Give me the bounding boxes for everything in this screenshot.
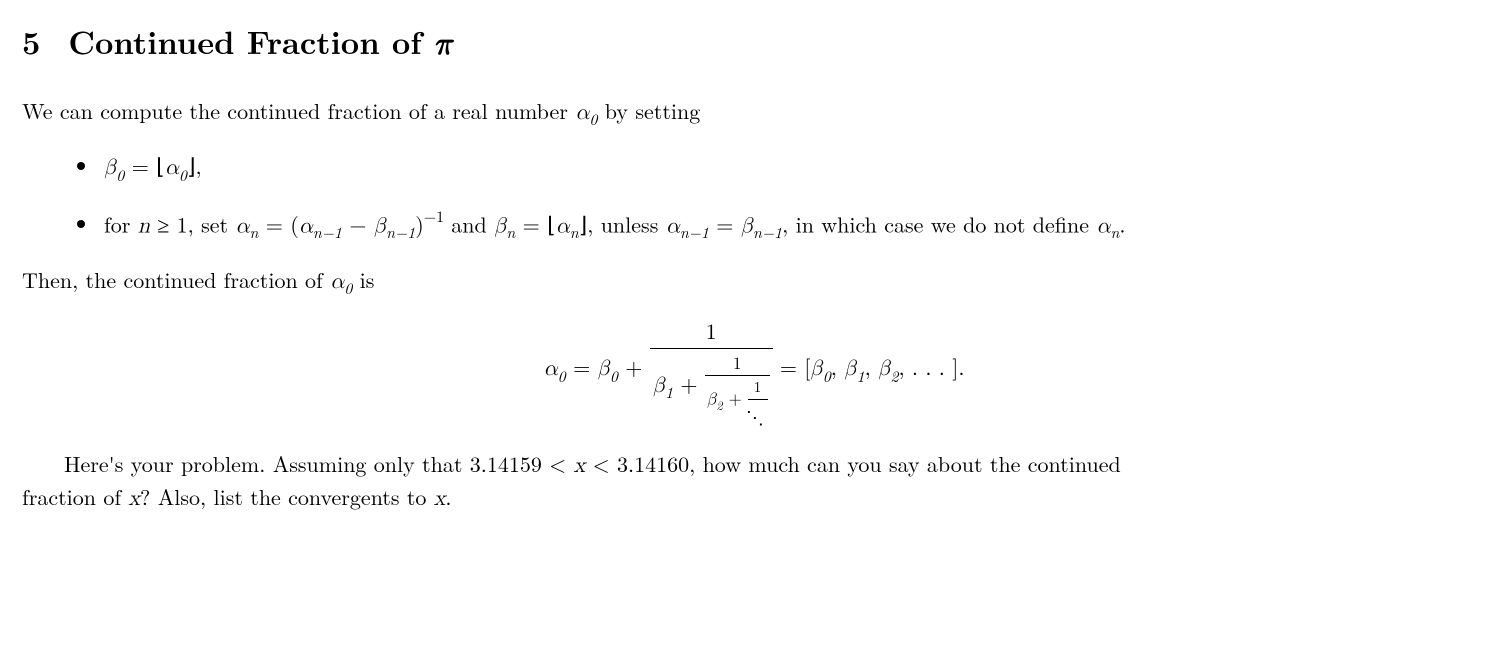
eq-lhs-alpha-sub: 0: [558, 364, 566, 387]
b2-alpha-n3-sub: n: [1110, 220, 1119, 243]
bullet-recursion: for n ≥ 1, set αn = (αn−1 − βn−1)−1 and …: [100, 207, 1486, 243]
then-alpha-sub: 0: [344, 276, 352, 299]
then-prefix: Then, the continued fraction of: [22, 264, 330, 295]
eq-lhs-alpha: α: [544, 358, 558, 380]
section-title-pi: π: [434, 29, 453, 61]
eq-plus: +: [618, 351, 650, 382]
eq-den1: β1 + 1 β2 + 1 ⋱: [650, 349, 773, 425]
eq-beta0-sub: 0: [610, 364, 618, 387]
b2-minus: −: [342, 208, 374, 239]
b2-close-paren: ): [415, 208, 424, 239]
b2-beta-nm1b: β: [741, 215, 753, 237]
b2-alpha-nm1-sub: n−1: [313, 220, 342, 243]
eq-beta2-sub: 2: [716, 396, 722, 414]
problem-line1c: ? Also, list the convergents to: [140, 481, 434, 512]
b2-eq1: = (: [258, 208, 298, 239]
problem-x1: x: [574, 455, 586, 477]
eq-c1: ,: [831, 351, 844, 382]
eq-eq: =: [566, 351, 598, 382]
eq-frac-1: 1 β1 + 1 β2 + 1 ⋱: [650, 316, 773, 424]
b1-close: ⌋,: [187, 150, 202, 181]
eq-beta1-sub: 1: [665, 380, 673, 403]
eq-c3: , . . . ].: [898, 351, 964, 382]
b2-beta-nm1b-sub: n−1: [753, 220, 782, 243]
intro-prefix: We can compute the continued fraction of…: [22, 95, 575, 126]
b2-geq: ≥ 1, set: [150, 208, 236, 239]
eq-ddots: ⋱: [746, 405, 762, 430]
eq-rb1: β: [844, 358, 856, 380]
problem-line1d: .: [445, 481, 451, 512]
eq-num1: 1: [650, 316, 773, 349]
bullet-beta0: β0 = ⌊α0⌋,: [100, 151, 1486, 185]
intro-suffix: by setting: [597, 95, 700, 126]
eq-beta2: β: [707, 392, 717, 409]
eq-beta0: β: [598, 358, 610, 380]
intro-alpha-sub: 0: [589, 107, 597, 130]
eq-frac-2: 1 β2 + 1 ⋱: [705, 350, 770, 425]
eq-num3: 1: [748, 377, 768, 399]
eq-rb0: β: [810, 358, 822, 380]
b2-tail: , in which case we do not define: [782, 208, 1096, 239]
then-paragraph: Then, the continued fraction of α0 is: [22, 265, 1486, 299]
b2-alpha-n: α: [235, 215, 249, 237]
then-suffix: is: [352, 264, 374, 295]
then-alpha: α: [330, 271, 344, 293]
b2-and: and: [444, 208, 494, 239]
section-title-prefix: Continued Fraction of: [68, 19, 433, 64]
b2-alpha-nm1b-sub: n−1: [680, 220, 709, 243]
b2-alpha-nm1b: α: [666, 215, 680, 237]
eq-rb2-sub: 2: [890, 364, 898, 387]
b2-alpha-n-sub: n: [250, 220, 259, 243]
b2-exp: −1: [424, 204, 444, 227]
b2-beta-nm1: β: [374, 215, 386, 237]
b2-period: .: [1119, 208, 1125, 239]
section-heading: 5 Continued Fraction of π: [22, 20, 1486, 68]
b2-alpha-nm1: α: [299, 215, 313, 237]
problem-paragraph: Here's your problem. Assuming only that …: [22, 449, 1486, 515]
intro-alpha: α: [575, 102, 589, 124]
eq-rb0-sub: 0: [823, 364, 831, 387]
b2-for: for: [104, 208, 138, 239]
section-number: 5: [22, 19, 40, 64]
b2-alpha-n3: α: [1096, 215, 1110, 237]
intro-paragraph: We can compute the continued fraction of…: [22, 96, 1486, 130]
definition-list: β0 = ⌊α0⌋, for n ≥ 1, set αn = (αn−1 − β…: [22, 151, 1486, 242]
b2-alpha-n2: α: [556, 215, 570, 237]
eq-num2: 1: [705, 350, 770, 376]
b2-floor-close: ⌋, unless: [579, 208, 666, 239]
b2-eq2: = ⌊: [515, 208, 555, 239]
b1-alpha: α: [165, 157, 179, 179]
continued-fraction-equation: α0 = β0 + 1 β1 + 1 β2 + 1 ⋱ = [β0, β1, β…: [22, 316, 1486, 424]
problem-x2: x: [128, 488, 140, 510]
b2-beta-nm1-sub: n−1: [386, 220, 415, 243]
b2-n: n: [138, 215, 150, 237]
b2-eq3: =: [709, 208, 741, 239]
eq-rb2: β: [878, 358, 890, 380]
eq-plus2: +: [673, 368, 705, 399]
problem-x3: x: [434, 488, 446, 510]
eq-rb1-sub: 1: [857, 364, 865, 387]
problem-line1a: Here's your problem. Assuming only that …: [64, 448, 574, 479]
eq-den2: β2 + 1 ⋱: [705, 376, 770, 425]
eq-ddots-den: ⋱: [748, 400, 768, 425]
eq-beta1: β: [653, 375, 665, 397]
eq-c2: ,: [865, 351, 878, 382]
eq-plus3: +: [723, 386, 748, 410]
b1-beta-sub: 0: [116, 163, 124, 186]
b2-beta-n: β: [494, 215, 506, 237]
b1-eq: = ⌊: [124, 150, 164, 181]
b1-alpha-sub: 0: [179, 163, 187, 186]
eq-rhs-eq: = [: [780, 351, 811, 382]
b1-beta: β: [104, 157, 116, 179]
b2-alpha-n2-sub: n: [570, 220, 579, 243]
b2-beta-n-sub: n: [506, 220, 515, 243]
eq-frac-3: 1 ⋱: [748, 377, 768, 425]
